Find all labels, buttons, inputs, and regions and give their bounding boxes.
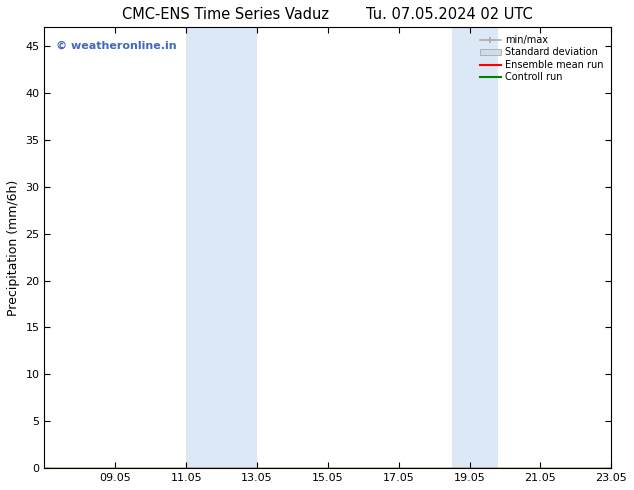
Title: CMC-ENS Time Series Vaduz        Tu. 07.05.2024 02 UTC: CMC-ENS Time Series Vaduz Tu. 07.05.2024… (122, 7, 533, 22)
Bar (452, 27, 498, 468)
Bar (186, 27, 257, 468)
Text: © weatheronline.in: © weatheronline.in (56, 41, 176, 50)
Legend: min/max, Standard deviation, Ensemble mean run, Controll run: min/max, Standard deviation, Ensemble me… (477, 32, 606, 85)
Y-axis label: Precipitation (mm/6h): Precipitation (mm/6h) (7, 180, 20, 316)
